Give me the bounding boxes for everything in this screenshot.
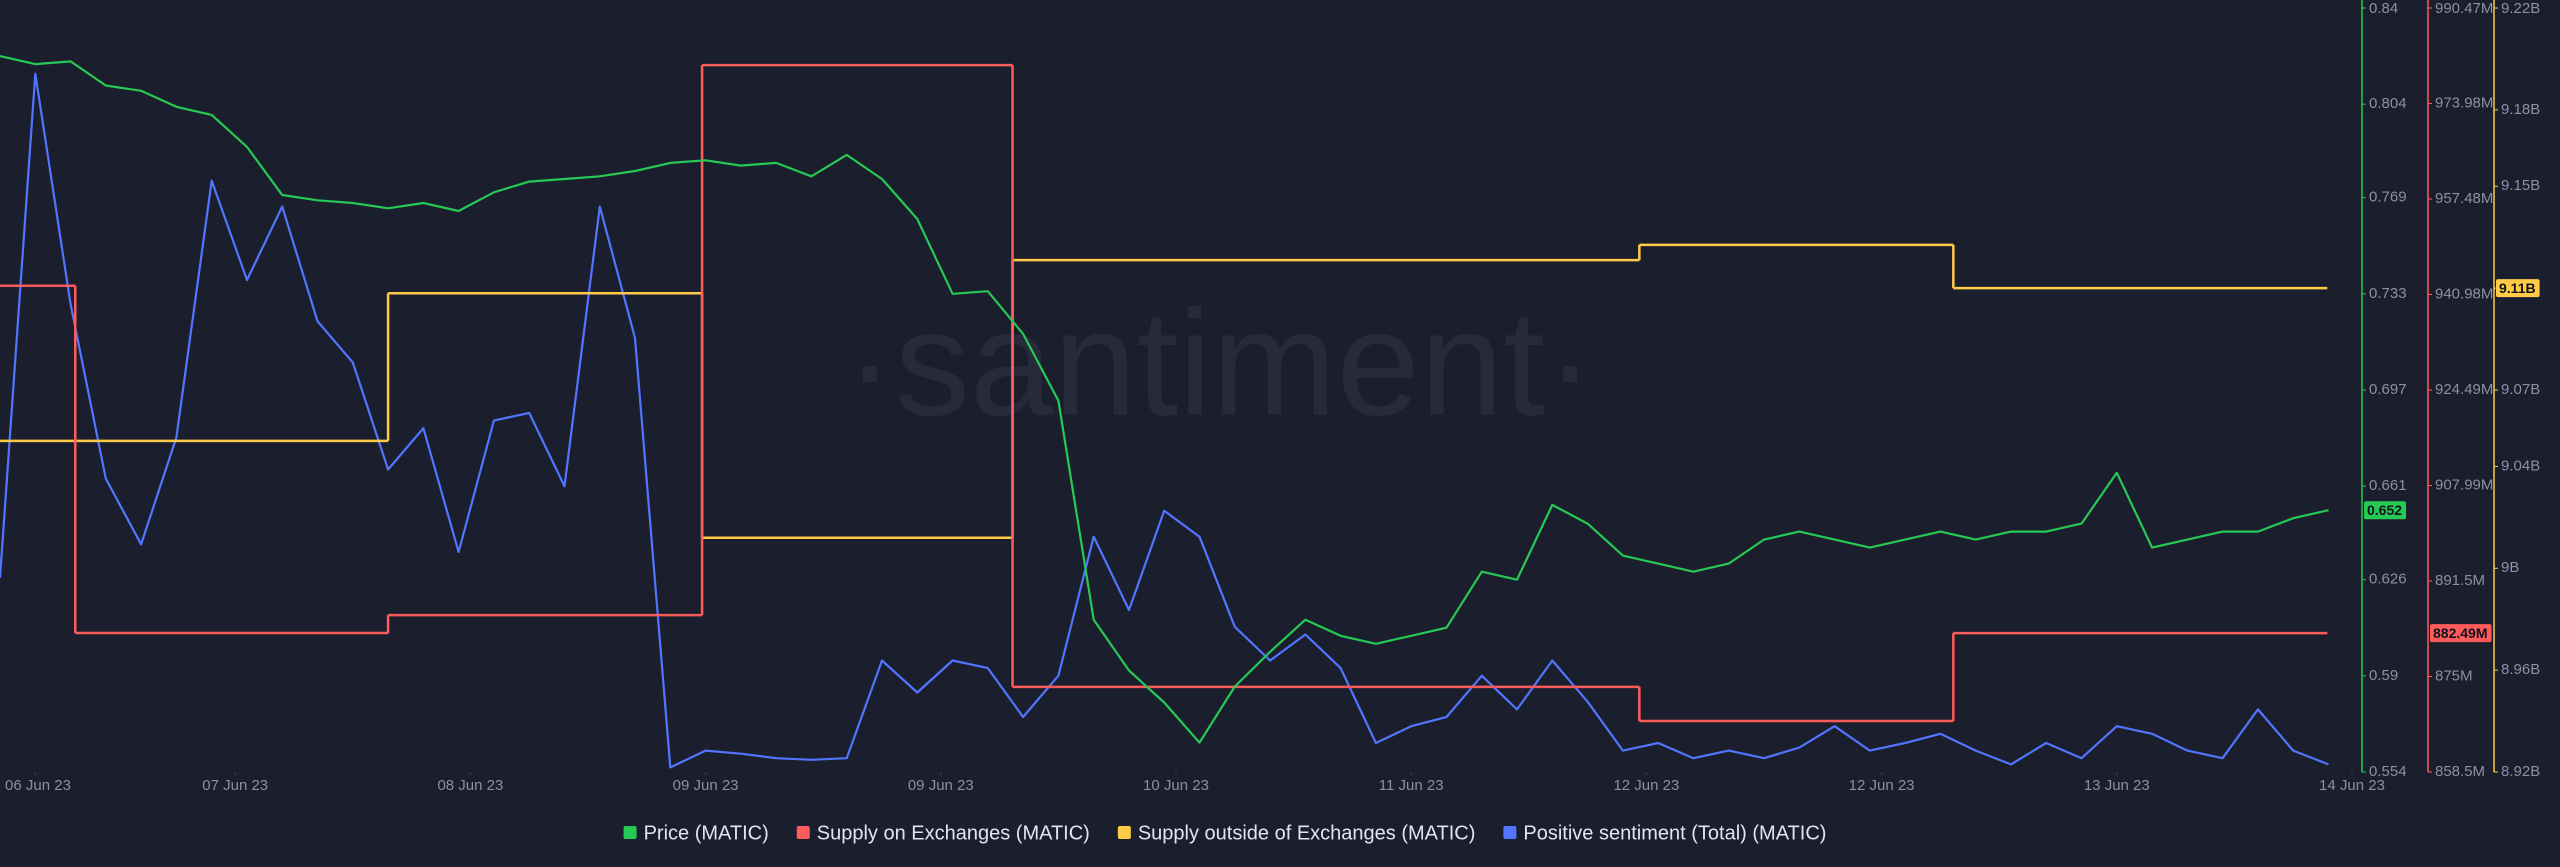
series-line [0,72,2329,769]
y-tick-label: 957.48M [2435,190,2493,207]
y-tick-label: 9.15B [2501,177,2540,194]
y-tick-label: 0.554 [2369,763,2407,780]
legend: Price (MATIC) Supply on Exchanges (MATIC)… [623,822,1826,844]
y-tick-label: 8.96B [2501,661,2540,678]
x-tick-label: 12 Jun 23 [1849,777,1915,794]
y-tick-label: 973.98M [2435,94,2493,111]
legend-label: Supply on Exchanges (MATIC) [817,822,1090,844]
badge-label: 882.49M [2433,625,2487,641]
y-tick-label: 0.733 [2369,285,2407,302]
last-value-badge: 882.49M [2430,624,2492,643]
x-tick-label: 09 Jun 23 [908,777,974,794]
y-tick-label: 924.49M [2435,381,2493,398]
watermark: ·santiment· [845,279,1595,447]
y-tick-label: 990.47M [2435,0,2493,17]
y-tick-label: 9.07B [2501,381,2540,398]
y-tick-label: 9.04B [2501,457,2540,474]
x-tick-label: 08 Jun 23 [437,777,503,794]
badge-box [2430,624,2492,643]
x-tick-label: 11 Jun 23 [1379,777,1444,794]
legend-label: Price (MATIC) [644,822,769,844]
legend-label: Positive sentiment (Total) (MATIC) [1523,822,1826,844]
x-tick-label: 14 Jun 23 [2319,777,2385,794]
legend-item: Positive sentiment (Total) (MATIC) [1503,822,1826,844]
y-tick-label: 9.18B [2501,101,2540,118]
last-value-badge: 9.11B [2496,279,2540,298]
badge-box [2364,501,2407,520]
last-value-badge: 0.652 [2364,501,2407,520]
badge-box [2496,279,2540,298]
badge-label: 9.11B [2499,280,2536,296]
legend-item: Price (MATIC) [623,822,769,844]
y-tick-label: 907.99M [2435,476,2493,493]
x-tick-label: 09 Jun 23 [673,777,739,794]
legend-swatch [796,826,810,839]
y-tick-label: 940.98M [2435,285,2493,302]
y-tick-label: 875M [2435,667,2473,684]
legend-item: Supply outside of Exchanges (MATIC) [1117,822,1476,844]
y-tick-label: 9.22B [2501,0,2540,17]
y-tick-label: 0.84 [2369,0,2398,17]
legend-swatch [623,826,637,839]
series-line [0,55,2329,744]
legend-item: Supply on Exchanges (MATIC) [796,822,1090,844]
x-tick-label: 12 Jun 23 [1613,777,1679,794]
legend-swatch [1503,826,1517,839]
legend-label: Supply outside of Exchanges (MATIC) [1138,822,1476,844]
y-tick-label: 891.5M [2435,572,2485,589]
x-tick-label: 06 Jun 23 [5,777,71,794]
y-tick-label: 8.92B [2501,763,2540,780]
y-tick-label: 0.59 [2369,667,2398,684]
y-tick-label: 0.697 [2369,381,2407,398]
y-tick-label: 858.5M [2435,763,2485,780]
x-tick-label: 07 Jun 23 [202,777,268,794]
x-tick-label: 13 Jun 23 [2084,777,2150,794]
y-tick-label: 0.769 [2369,189,2407,206]
x-tick-label: 10 Jun 23 [1143,777,1209,794]
badge-label: 0.652 [2367,502,2402,518]
y-tick-label: 0.626 [2369,571,2407,588]
y-tick-label: 9B [2501,559,2519,576]
y-tick-label: 0.661 [2369,477,2407,494]
y-tick-label: 0.804 [2369,95,2407,112]
legend-swatch [1117,826,1131,839]
